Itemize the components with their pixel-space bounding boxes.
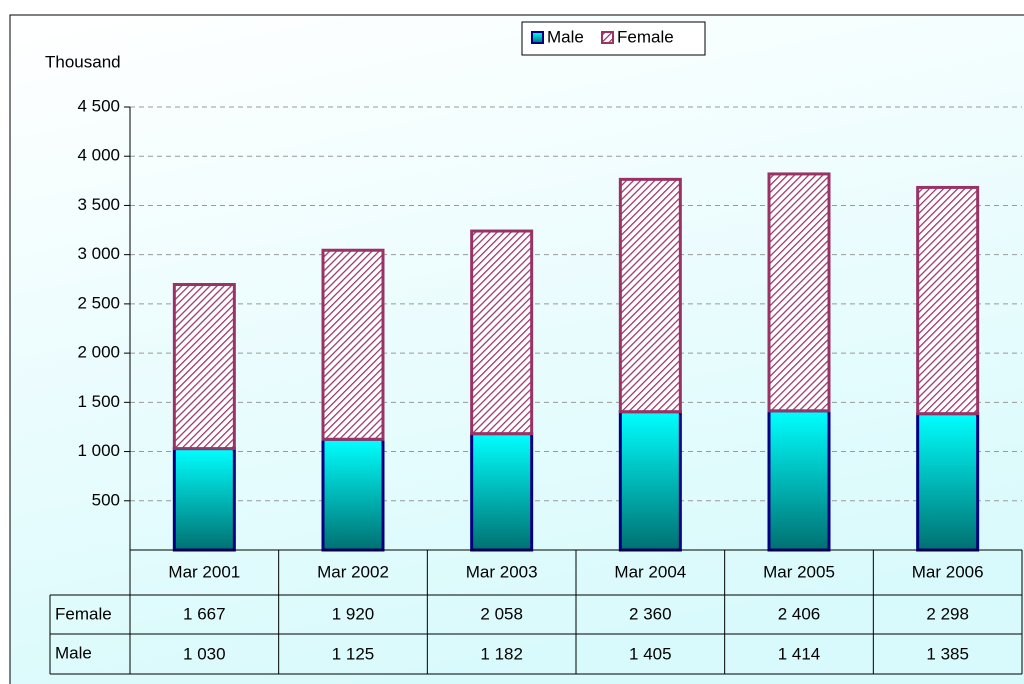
y-tick-label: 2 000 [77,343,120,362]
table-row-label: Female [55,604,112,623]
legend-swatch [601,31,614,44]
table-value: 2 298 [926,604,969,623]
legend-label: Male [547,27,584,46]
table-row-label: Male [55,643,92,662]
male-bar [767,409,831,552]
table-value: 1 414 [778,644,821,663]
y-tick-label: 3 500 [77,195,120,214]
x-tick-label: Mar 2004 [614,562,686,581]
male-bar [172,447,236,552]
male-bar [916,412,980,552]
table-value: 1 920 [332,604,375,623]
legend-label: Female [617,27,674,46]
female-bar [172,282,236,451]
y-tick-label: 4 500 [77,96,120,115]
y-tick-label: 3 000 [77,244,120,263]
table-value: 1 667 [183,604,226,623]
x-tick-label: Mar 2001 [168,562,240,581]
y-tick-label: 2 500 [77,293,120,312]
female-bar [321,248,385,441]
table-value: 2 058 [480,604,523,623]
y-axis-label: Thousand [45,52,121,71]
x-tick-label: Mar 2006 [912,562,984,581]
y-tick-label: 1 000 [77,441,120,460]
table-value: 2 406 [778,604,821,623]
legend-swatch [531,31,544,44]
x-tick-label: Mar 2002 [317,562,389,581]
table-value: 1 385 [926,644,969,663]
table-value: 1 125 [332,644,375,663]
y-tick-label: 1 500 [77,392,120,411]
x-tick-label: Mar 2005 [763,562,835,581]
female-bar [470,229,534,436]
x-tick-label: Mar 2003 [466,562,538,581]
female-bar [916,185,980,416]
table-value: 1 030 [183,644,226,663]
table-value: 1 182 [480,644,523,663]
male-bar [321,437,385,552]
female-bar [618,177,682,414]
male-bar [470,432,534,552]
y-tick-label: 4 000 [77,146,120,165]
y-tick-label: 500 [92,490,120,509]
male-bar [618,410,682,552]
female-bar [767,172,831,413]
table-value: 1 405 [629,644,672,663]
table-value: 2 360 [629,604,672,623]
